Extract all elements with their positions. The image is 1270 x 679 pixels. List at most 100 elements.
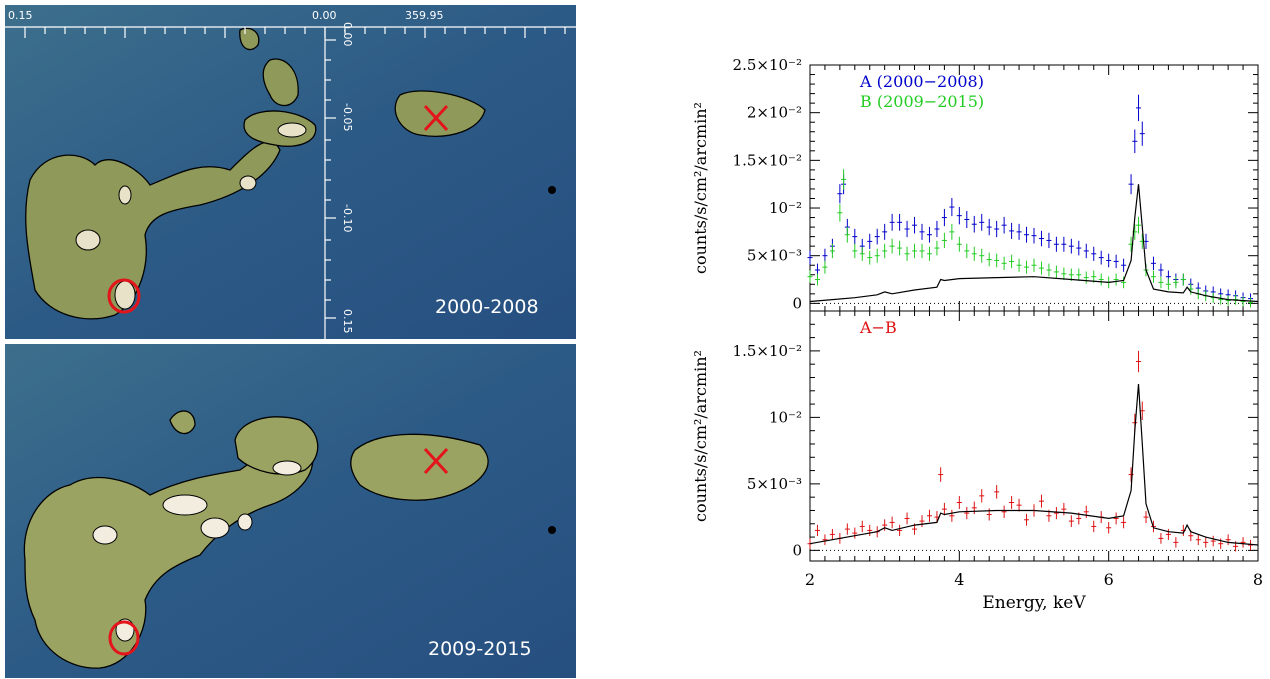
data-point (859, 520, 865, 533)
data-point (938, 467, 944, 482)
data-point (874, 228, 880, 245)
dec-tick-label: 0.00 (341, 22, 354, 47)
data-point (1016, 498, 1022, 512)
data-point (1240, 296, 1246, 307)
map-period-label: 2000-2008 (435, 296, 539, 318)
y-axis-label: counts/s/cm²/arcmin² (691, 350, 710, 522)
data-point (979, 248, 985, 263)
dec-axis (324, 27, 336, 339)
legend-entry: A−B (859, 318, 897, 337)
y-tick-label: 10⁻² (769, 408, 802, 426)
data-point (822, 534, 828, 546)
x-tick-label: 6 (1104, 570, 1114, 589)
data-point (964, 243, 970, 259)
model-curve (809, 384, 1259, 546)
x-tick-label: 4 (954, 570, 964, 589)
data-point (844, 226, 850, 243)
data-point (1113, 254, 1119, 269)
data-point (1180, 273, 1186, 286)
y-tick-label: 0 (792, 541, 802, 559)
spectrum-panel-bottom: 0 5×10⁻³ 10⁻² 1.5×10⁻² 2 4 6 8 Energy, keV counts… (691, 310, 1263, 613)
data-point (949, 198, 955, 217)
data-point (1136, 350, 1142, 373)
legend-entry: A (2000−2008) (859, 72, 984, 91)
data-point (1143, 511, 1149, 524)
data-point (912, 216, 918, 234)
data-point (882, 243, 888, 259)
data-point (1076, 268, 1082, 281)
data-point (994, 485, 1000, 499)
data-point (919, 223, 925, 240)
dec-tick-label: -0.05 (341, 103, 354, 131)
data-point (919, 243, 925, 259)
data-point (1053, 265, 1059, 279)
data-point (904, 512, 910, 525)
y-tick-label: 1.5×10⁻² (733, 151, 802, 169)
data-point (919, 515, 925, 527)
data-point (1038, 230, 1044, 247)
data-point (1091, 520, 1097, 533)
data-point (926, 246, 932, 261)
y-tick-label: 1.5×10⁻² (733, 342, 802, 360)
data-point (1046, 263, 1052, 277)
data-point (986, 252, 992, 267)
data-point (949, 223, 955, 240)
map-period-label: 2009-2015 (428, 638, 532, 660)
data-point (949, 509, 955, 522)
data-point (956, 496, 962, 509)
map-panel-bottom: 2009-2015 (5, 344, 576, 678)
plot-frame (809, 310, 1259, 562)
data-point (1053, 236, 1059, 252)
data-point (1165, 528, 1171, 540)
data-point (934, 220, 940, 238)
y-tick-label: 10⁻² (769, 199, 802, 217)
data-point (814, 524, 820, 537)
data-point (1098, 250, 1104, 265)
data-point (1158, 533, 1164, 544)
data-point (1001, 505, 1007, 518)
data-point (1091, 246, 1097, 261)
data-point (1173, 276, 1179, 289)
data-point (852, 243, 858, 259)
data-point (1150, 256, 1156, 271)
emission-regions (23, 410, 489, 669)
data-point (1038, 261, 1044, 275)
data-point (1046, 232, 1052, 249)
data-point (822, 248, 828, 263)
data-point (837, 184, 843, 204)
model-curve (809, 184, 1259, 303)
data-point (1248, 297, 1254, 308)
data-point (1106, 253, 1112, 268)
ra-tick-label: 0.00 (312, 9, 337, 22)
data-point (1136, 94, 1142, 122)
data-point (814, 273, 820, 286)
legend-entry: B (2009−2015) (860, 92, 984, 111)
y-tick-label: 2.5×10⁻² (733, 56, 802, 74)
ra-tick-label: 0.15 (8, 9, 33, 22)
data-point (1173, 537, 1179, 548)
data-point (1061, 502, 1067, 516)
data-point (1132, 129, 1138, 154)
data-point (979, 489, 985, 503)
data-point (1083, 505, 1089, 518)
data-point (897, 524, 903, 537)
red-cross-marker (423, 104, 449, 132)
data-point (1240, 537, 1246, 548)
data-point (859, 246, 865, 261)
data-point (1165, 278, 1171, 291)
data-point (941, 502, 947, 516)
data-point (1158, 276, 1164, 289)
red-circle-marker (107, 278, 141, 314)
data-point (1121, 276, 1127, 289)
data-point (971, 246, 977, 261)
dec-tick-label: 0.15 (341, 309, 354, 334)
data-point (1001, 216, 1007, 234)
data-point (1031, 258, 1037, 272)
data-point (926, 509, 932, 522)
point-source (548, 186, 556, 194)
data-point (874, 248, 880, 263)
data-point (1076, 240, 1082, 256)
spectrum-panel-top: 0 5×10⁻³ 10⁻² 1.5×10⁻² 2×10⁻² 2.5×10⁻² counts/… (691, 56, 1259, 312)
data-point (1016, 223, 1022, 240)
data-point (926, 226, 932, 243)
